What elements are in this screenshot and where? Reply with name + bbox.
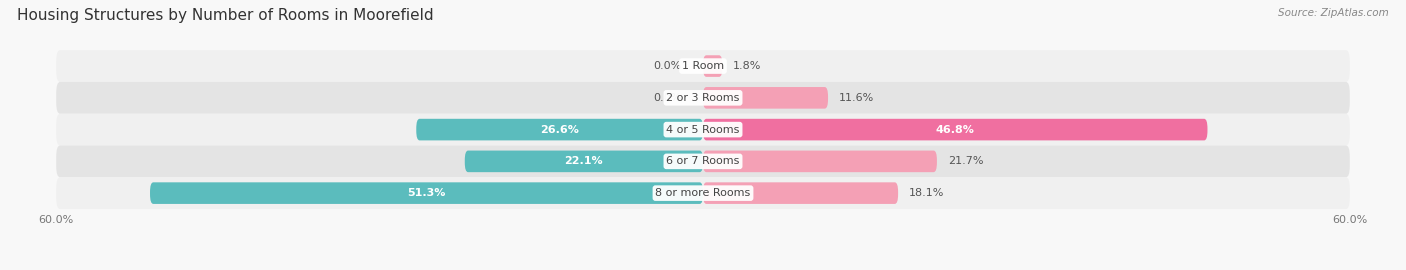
FancyBboxPatch shape [703, 87, 828, 109]
FancyBboxPatch shape [56, 114, 1350, 146]
Text: 11.6%: 11.6% [839, 93, 875, 103]
FancyBboxPatch shape [703, 119, 1208, 140]
Text: 4 or 5 Rooms: 4 or 5 Rooms [666, 124, 740, 135]
Text: 8 or more Rooms: 8 or more Rooms [655, 188, 751, 198]
FancyBboxPatch shape [416, 119, 703, 140]
FancyBboxPatch shape [703, 182, 898, 204]
Text: 1 Room: 1 Room [682, 61, 724, 71]
FancyBboxPatch shape [465, 151, 703, 172]
Text: 51.3%: 51.3% [408, 188, 446, 198]
Text: Housing Structures by Number of Rooms in Moorefield: Housing Structures by Number of Rooms in… [17, 8, 433, 23]
FancyBboxPatch shape [150, 182, 703, 204]
Text: 0.0%: 0.0% [654, 61, 682, 71]
FancyBboxPatch shape [56, 146, 1350, 177]
FancyBboxPatch shape [56, 50, 1350, 82]
FancyBboxPatch shape [56, 82, 1350, 114]
FancyBboxPatch shape [703, 55, 723, 77]
FancyBboxPatch shape [703, 151, 936, 172]
Text: 46.8%: 46.8% [936, 124, 974, 135]
Text: 26.6%: 26.6% [540, 124, 579, 135]
Text: 22.1%: 22.1% [565, 156, 603, 166]
Text: 6 or 7 Rooms: 6 or 7 Rooms [666, 156, 740, 166]
Text: 18.1%: 18.1% [908, 188, 945, 198]
Text: 1.8%: 1.8% [733, 61, 762, 71]
Text: 2 or 3 Rooms: 2 or 3 Rooms [666, 93, 740, 103]
FancyBboxPatch shape [56, 177, 1350, 209]
Text: 21.7%: 21.7% [948, 156, 983, 166]
Text: Source: ZipAtlas.com: Source: ZipAtlas.com [1278, 8, 1389, 18]
Text: 0.0%: 0.0% [654, 93, 682, 103]
